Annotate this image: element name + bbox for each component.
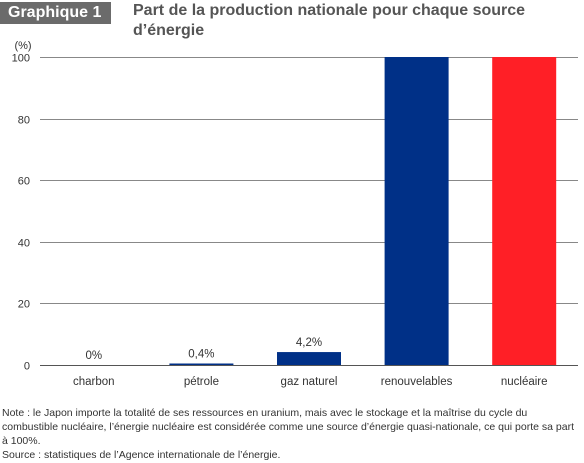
source-text: Source : statistiques de l’Agence intern… [2, 449, 281, 461]
category-label: charbon [73, 376, 115, 388]
x-axis-categories: charbon pétrole gaz naturel renouvelables nu… [73, 376, 548, 388]
bar-4 [492, 57, 557, 365]
y-tick-label: 40 [18, 238, 30, 250]
category-label: renouvelables [381, 376, 453, 388]
chart-notes: Note : le Japon importe la totalité de s… [2, 406, 582, 462]
category-label: gaz naturel [281, 376, 338, 388]
chart-title: Part de la production nationale pour cha… [133, 2, 526, 39]
y-unit-label: (%) [14, 40, 31, 52]
bar-3 [384, 57, 449, 365]
bar-2 [277, 352, 341, 365]
grid-lines [40, 57, 578, 366]
bars [169, 57, 557, 365]
data-label: 0% [85, 350, 102, 362]
note-text: Note : le Japon importe la totalité de s… [2, 407, 574, 447]
y-tick-label: 20 [18, 299, 30, 311]
category-label: nucléaire [501, 376, 548, 388]
data-label: 0,4% [188, 349, 214, 361]
y-tick-label: 0 [24, 361, 30, 373]
data-label: 4,2% [296, 337, 322, 349]
y-tick-label: 80 [18, 115, 30, 127]
figure-badge: Graphique 1 [0, 2, 112, 24]
chart-header: Graphique 1 Part de la production nation… [0, 0, 584, 44]
y-tick-label: 100 [12, 53, 30, 65]
category-label: pétrole [184, 376, 219, 388]
y-tick-label: 60 [18, 176, 30, 188]
bar-chart: 0 20 40 60 80 100(%) charbon pétrole gaz nature… [12, 40, 578, 388]
y-axis-ticks: 0 20 40 60 80 100(%) [12, 40, 32, 373]
data-labels: 0% 0,4% 4,2% [85, 337, 322, 362]
bar-1 [169, 363, 234, 365]
